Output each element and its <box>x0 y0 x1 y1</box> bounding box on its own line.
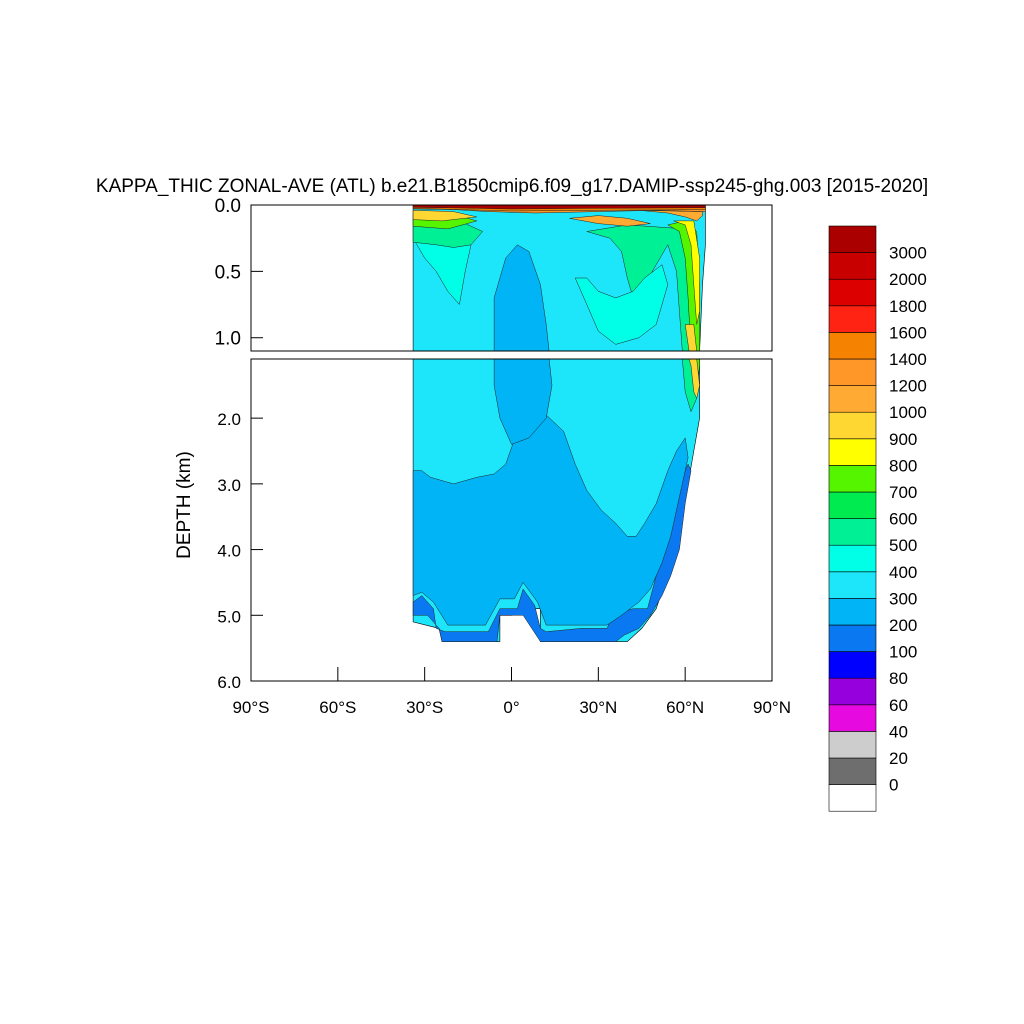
lower-contour-deep-300-400 <box>412 411 689 626</box>
x-tick-label: 30°S <box>406 698 443 717</box>
upper-y-tick-label: 1.0 <box>215 329 241 350</box>
colorbar-level-label: 500 <box>889 536 917 555</box>
colorbar-box <box>828 518 877 546</box>
colorbar-box <box>828 677 877 706</box>
colorbar-level-label: 400 <box>889 563 917 582</box>
colorbar-level-label: 20 <box>889 749 908 768</box>
upper-contour-north-1000-1200 <box>684 324 697 351</box>
upper-contour-gulf-orange <box>569 215 651 227</box>
colorbar-box <box>828 784 877 812</box>
upper-panel-frame <box>250 204 773 352</box>
lower-contour-bottom-layer-200-300 <box>412 463 692 642</box>
colorbar-level-label: 900 <box>889 430 917 449</box>
colorbar-level-label: 200 <box>889 616 917 635</box>
upper-contour-upper-orange-1000-1200 <box>412 210 477 222</box>
colorbar-level-label: 100 <box>889 643 917 662</box>
colorbar-box <box>828 278 877 307</box>
upper-contour-dome-300-400 <box>493 244 550 351</box>
colorbar-box <box>828 332 877 360</box>
colorbar-level-label: 3000 <box>889 244 927 263</box>
x-tick-label: 0° <box>503 698 519 717</box>
colorbar-box <box>828 411 877 440</box>
axes: 90°S 60°S 30°S 0° 30°N 60°N 90°N 0.0 0.5 1.0 2.0 3.… <box>215 196 791 717</box>
colorbar-level-label: 60 <box>889 696 908 715</box>
x-tick-label: 90°S <box>232 698 269 717</box>
colorbar-box <box>828 544 877 573</box>
upper-y-tick-label: 0.0 <box>215 196 241 217</box>
lower-y-tick-label: 4.0 <box>217 542 241 561</box>
colorbar-box <box>828 757 877 785</box>
colorbar-box <box>828 465 877 493</box>
colorbar-box <box>828 252 877 280</box>
colorbar-level-label: 300 <box>889 589 917 608</box>
colorbar-box <box>828 305 877 333</box>
lower-y-tick-label: 2.0 <box>217 410 241 429</box>
colorbar-box <box>828 624 877 652</box>
colorbar-box <box>828 225 877 253</box>
lower-contour-north-1000-1200 <box>688 359 700 400</box>
colorbar-level-label: 0 <box>889 776 898 795</box>
lower-contour-dome-300-400 <box>493 359 553 445</box>
colorbar-level-label: 800 <box>889 456 917 475</box>
colorbar-box <box>828 651 877 679</box>
colorbar-level-label: 1600 <box>889 323 927 342</box>
upper-contour-north-900-1000 <box>673 220 700 325</box>
colorbar-level-label: 1800 <box>889 297 927 316</box>
lower-y-tick-label: 3.0 <box>217 476 241 495</box>
colorbar-level-label: 700 <box>889 483 917 502</box>
colorbar-box <box>828 571 877 599</box>
colorbar-box <box>828 438 877 466</box>
lower-y-tick-label: 5.0 <box>217 607 241 626</box>
x-tick-label: 30°N <box>579 698 617 717</box>
lower-y-tick-label: 6.0 <box>217 673 241 692</box>
x-tick-label: 60°N <box>666 698 704 717</box>
colorbar-level-label: 2000 <box>889 270 927 289</box>
colorbar-level-label: 80 <box>889 669 908 688</box>
colorbar-level-label: 1000 <box>889 403 927 422</box>
colorbar-box <box>828 704 877 732</box>
upper-contour-north-500-600 <box>574 264 669 345</box>
upper-y-tick-label: 0.5 <box>215 262 241 283</box>
colorbar-level-label: 600 <box>889 510 917 529</box>
x-tick-label: 60°S <box>319 698 356 717</box>
colorbar-level-label: 1400 <box>889 350 927 369</box>
lower-panel <box>250 358 773 682</box>
colorbar-level-label: 40 <box>889 722 908 741</box>
y-axis-label: DEPTH (km) <box>174 451 195 559</box>
colorbar-box <box>828 731 877 759</box>
colorbar-level-label: 1200 <box>889 377 927 396</box>
lower-panel-fill <box>412 359 700 642</box>
colorbar: 0 20 40 60 80 100 200 300 400 500 600 700 800 900 1000… <box>828 225 927 812</box>
colorbar-box <box>828 598 877 626</box>
colorbar-box <box>828 385 877 413</box>
x-tick-label: 90°N <box>753 698 791 717</box>
upper-panel <box>250 204 773 352</box>
upper-panel-fill <box>412 205 706 351</box>
chart-title: KAPPA_THIC ZONAL-AVE (ATL) b.e21.B1850cm… <box>96 176 928 197</box>
colorbar-box <box>828 491 877 519</box>
colorbar-box <box>828 358 877 386</box>
